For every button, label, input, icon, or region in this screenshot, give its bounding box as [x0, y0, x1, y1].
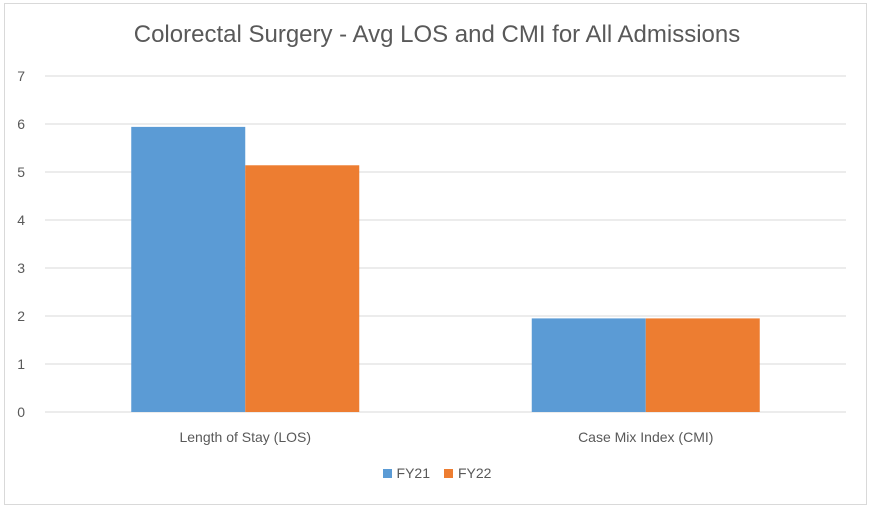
bar-fy22-los	[245, 165, 360, 412]
y-tick-label: 5	[17, 164, 25, 180]
legend-label-fy22: FY22	[458, 465, 492, 481]
legend: FY21 FY22	[0, 465, 874, 481]
bar-fy22-cmi	[645, 318, 760, 412]
legend-swatch-fy21	[382, 468, 392, 478]
y-tick-label: 1	[17, 356, 25, 372]
y-tick-label: 6	[17, 116, 25, 132]
bar-fy21-cmi	[531, 318, 646, 412]
y-tick-label: 2	[17, 308, 25, 324]
legend-item-fy21: FY21	[382, 465, 430, 481]
legend-label-fy21: FY21	[396, 465, 430, 481]
y-tick-label: 7	[17, 68, 25, 84]
bar-fy21-los	[131, 126, 246, 412]
axes: 0 1 2 3 4 5 6 7 Length of Stay (LOS) Case Mix Ind…	[17, 68, 713, 445]
x-tick-label: Length of Stay (LOS)	[179, 429, 311, 445]
chart-title: Colorectal Surgery - Avg LOS and CMI for…	[133, 21, 741, 48]
x-tick-label: Case Mix Index (CMI)	[578, 429, 713, 445]
y-tick-label: 4	[17, 212, 25, 228]
legend-swatch-fy22	[444, 468, 453, 478]
y-tick-label: 0	[17, 404, 25, 420]
legend-item-fy22: FY22	[444, 465, 491, 481]
bars	[131, 126, 760, 412]
y-tick-label: 3	[17, 260, 25, 276]
